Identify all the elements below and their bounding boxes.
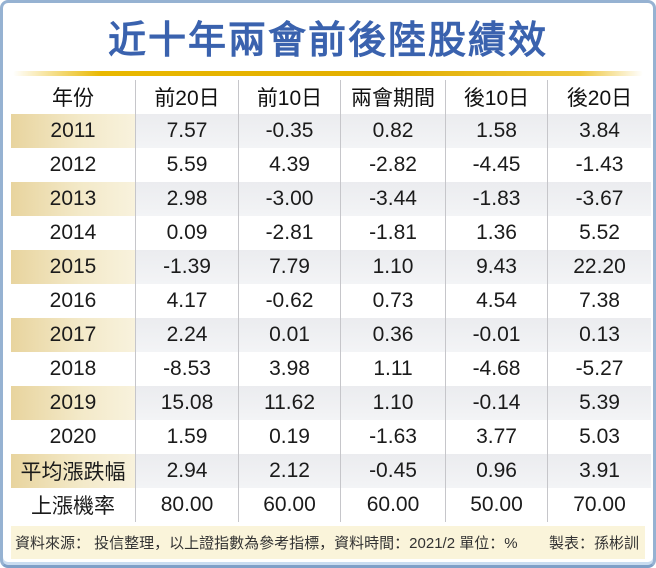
- value-cell: -0.45: [341, 454, 446, 488]
- value-cell: -1.39: [136, 250, 239, 284]
- column-header: 後20日: [548, 80, 651, 114]
- value-cell: 22.20: [548, 250, 651, 284]
- source-note: 資料來源： 投信整理，以上證指數為參考指標，資料時間：2021/2 單位：%: [15, 535, 518, 552]
- value-cell: 9.43: [446, 250, 548, 284]
- value-cell: 80.00: [136, 488, 239, 522]
- value-cell: 0.13: [548, 318, 651, 352]
- value-cell: 2.24: [136, 318, 239, 352]
- column-header: 前20日: [136, 80, 239, 114]
- value-cell: 0.36: [341, 318, 446, 352]
- value-cell: -1.63: [341, 420, 446, 454]
- value-cell: 4.17: [136, 284, 239, 318]
- value-cell: -4.45: [446, 148, 548, 182]
- row-label: 2013: [11, 182, 136, 216]
- value-cell: 1.58: [446, 114, 548, 148]
- value-cell: 2.98: [136, 182, 239, 216]
- value-cell: 1.36: [446, 216, 548, 250]
- value-cell: 5.03: [579, 425, 620, 448]
- footer-note-bar: 資料來源： 投信整理，以上證指數為參考指標，資料時間：2021/2 單位：% 製…: [11, 526, 645, 559]
- value-cell: 2.94: [136, 454, 239, 488]
- row-label: 2020: [11, 420, 136, 454]
- value-cell: 5.59: [136, 148, 239, 182]
- table-row: 平均漲跌幅 2.94 2.12 -0.45 0.96 3.91: [11, 454, 651, 488]
- value-cell: 1.10: [341, 386, 446, 420]
- value-cell: 60.00: [341, 488, 446, 522]
- table-row: 2020 1.59 0.19 -1.63 3.77 5.03: [11, 420, 645, 454]
- table-row: 2016 4.17 -0.62 0.73 4.54 7.38: [11, 284, 645, 318]
- value-cell: 0.09: [136, 216, 239, 250]
- value-cell: 1.10: [341, 250, 446, 284]
- value-cell: 7.79: [239, 250, 341, 284]
- row-label: 2015: [11, 250, 136, 284]
- table-row: 2017 2.24 0.01 0.36 -0.01 0.13: [11, 318, 651, 352]
- value-cell: 15.08: [136, 386, 239, 420]
- value-cell: 2.12: [239, 454, 341, 488]
- value-cell: 0.73: [341, 284, 446, 318]
- value-cell: 4.54: [446, 284, 548, 318]
- value-cell: 3.84: [548, 114, 651, 148]
- column-header: 前10日: [239, 80, 341, 114]
- value-cell: -4.68: [446, 352, 548, 386]
- value-cell: -2.81: [239, 216, 341, 250]
- row-label: 2014: [11, 216, 136, 250]
- value-cell: -1.83: [446, 182, 548, 216]
- column-header: 兩會期間: [341, 80, 446, 114]
- row-label: 2017: [11, 318, 136, 352]
- value-cell: 3.77: [446, 420, 548, 454]
- row-label: 2011: [11, 114, 136, 148]
- value-cell: -0.62: [239, 284, 341, 318]
- value-cell: 4.39: [239, 148, 341, 182]
- value-cell: -1.81: [341, 216, 446, 250]
- value-cell: 60.00: [239, 488, 341, 522]
- value-cell: 0.01: [239, 318, 341, 352]
- table-row: 2018 -8.53 3.98 1.11 -4.68 -5.27: [11, 352, 645, 386]
- row-label: 2016: [11, 284, 136, 318]
- value-cell: -5.27: [575, 357, 624, 380]
- value-cell: -0.14: [446, 386, 548, 420]
- value-cell: -2.82: [341, 148, 446, 182]
- table-header-row: 年份 前20日 前10日 兩會期間 後10日 後20日: [11, 80, 651, 114]
- value-cell: -3.67: [548, 182, 651, 216]
- table-row: 2011 7.57 -0.35 0.82 1.58 3.84: [11, 114, 651, 148]
- value-cell: 1.59: [136, 420, 239, 454]
- column-header: 後10日: [446, 80, 548, 114]
- value-cell: 1.11: [341, 352, 446, 386]
- row-label: 上漲機率: [11, 488, 136, 522]
- table-row: 2019 15.08 11.62 1.10 -0.14 5.39: [11, 386, 651, 420]
- value-cell: -1.43: [575, 153, 624, 176]
- value-cell: 7.57: [136, 114, 239, 148]
- credit-note: 製表：孫彬訓: [548, 535, 639, 552]
- value-cell: -3.44: [341, 182, 446, 216]
- value-cell: 3.91: [548, 454, 651, 488]
- page-title: 近十年兩會前後陸股績效: [107, 20, 548, 62]
- row-label: 2012: [11, 148, 136, 182]
- value-cell: 0.19: [239, 420, 341, 454]
- value-cell: 50.00: [446, 488, 548, 522]
- table-row: 2012 5.59 4.39 -2.82 -4.45 -1.43: [11, 148, 645, 182]
- column-header: 年份: [11, 80, 136, 114]
- table-body: 2011 7.57 -0.35 0.82 1.58 3.84 2012 5.59 4.39 -2.…: [11, 114, 651, 522]
- value-cell: 11.62: [239, 386, 341, 420]
- value-cell: -3.00: [239, 182, 341, 216]
- value-cell: 7.38: [579, 289, 620, 312]
- row-label: 2018: [11, 352, 136, 386]
- table-row: 2015 -1.39 7.79 1.10 9.43 22.20: [11, 250, 651, 284]
- table-row: 2014 0.09 -2.81 -1.81 1.36 5.52: [11, 216, 645, 250]
- value-cell: 0.82: [341, 114, 446, 148]
- gold-divider: [13, 71, 643, 76]
- table-row: 2013 2.98 -3.00 -3.44 -1.83 -3.67: [11, 182, 651, 216]
- row-label: 2019: [11, 386, 136, 420]
- value-cell: 5.52: [579, 221, 620, 244]
- value-cell: 70.00: [573, 493, 626, 516]
- value-cell: -0.01: [446, 318, 548, 352]
- table-row: 上漲機率 80.00 60.00 60.00 50.00 70.00: [11, 488, 645, 522]
- row-label: 平均漲跌幅: [11, 454, 136, 488]
- value-cell: 0.96: [446, 454, 548, 488]
- value-cell: -8.53: [136, 352, 239, 386]
- value-cell: -0.35: [239, 114, 341, 148]
- value-cell: 3.98: [239, 352, 341, 386]
- performance-table: 年份 前20日 前10日 兩會期間 後10日 後20日 2011 7.57 -0.35 0.82…: [11, 80, 651, 522]
- value-cell: 5.39: [548, 386, 651, 420]
